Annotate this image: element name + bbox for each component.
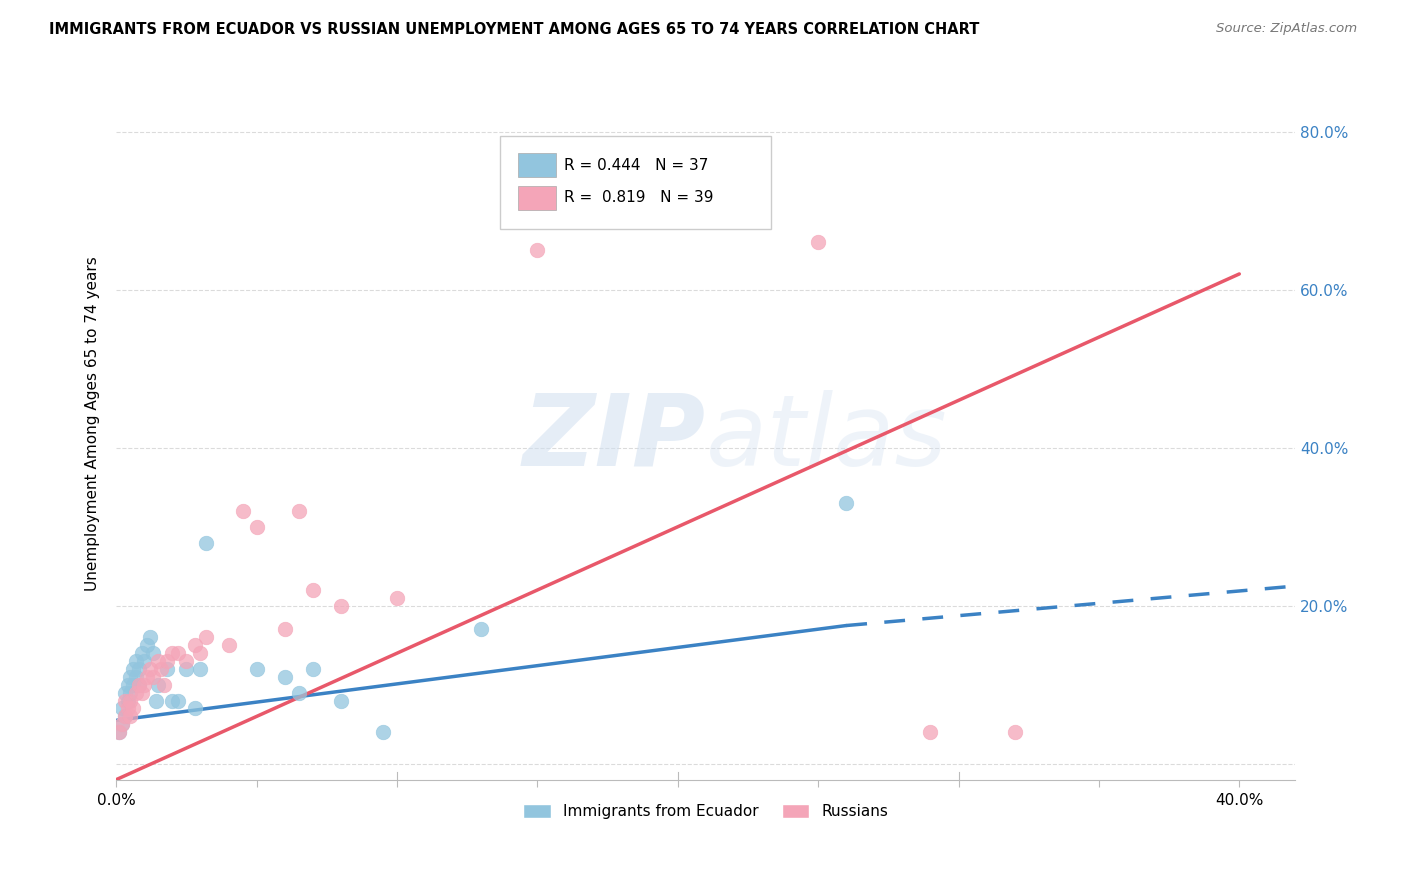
Text: Source: ZipAtlas.com: Source: ZipAtlas.com xyxy=(1216,22,1357,36)
FancyBboxPatch shape xyxy=(519,186,557,210)
Point xyxy=(120,693,142,707)
Point xyxy=(139,631,162,645)
Point xyxy=(122,701,145,715)
Point xyxy=(190,646,212,660)
Point xyxy=(117,701,139,715)
Point xyxy=(526,244,548,258)
Point xyxy=(246,662,269,676)
Point xyxy=(470,623,492,637)
Text: R =  0.819   N = 39: R = 0.819 N = 39 xyxy=(564,190,714,205)
Point xyxy=(128,678,150,692)
Point xyxy=(274,670,297,684)
Point xyxy=(120,670,142,684)
Point xyxy=(114,709,136,723)
Point xyxy=(666,203,689,218)
Point xyxy=(176,654,198,668)
Point xyxy=(190,662,212,676)
Point xyxy=(329,599,352,613)
Point xyxy=(329,693,352,707)
Text: IMMIGRANTS FROM ECUADOR VS RUSSIAN UNEMPLOYMENT AMONG AGES 65 TO 74 YEARS CORREL: IMMIGRANTS FROM ECUADOR VS RUSSIAN UNEMP… xyxy=(49,22,980,37)
Point xyxy=(385,591,408,605)
Point xyxy=(195,631,218,645)
Y-axis label: Unemployment Among Ages 65 to 74 years: Unemployment Among Ages 65 to 74 years xyxy=(86,257,100,591)
Point xyxy=(835,496,858,510)
Point xyxy=(108,725,131,739)
Point xyxy=(122,678,145,692)
Point xyxy=(134,654,156,668)
Point xyxy=(131,646,153,660)
Point xyxy=(148,678,170,692)
Point xyxy=(142,670,165,684)
Point xyxy=(131,686,153,700)
Point xyxy=(162,693,184,707)
Point xyxy=(142,646,165,660)
Point xyxy=(167,693,190,707)
Point xyxy=(117,693,139,707)
Point xyxy=(125,686,148,700)
Text: ZIP: ZIP xyxy=(523,390,706,487)
Point xyxy=(807,235,830,250)
Text: atlas: atlas xyxy=(706,390,948,487)
Point xyxy=(246,520,269,534)
Point xyxy=(125,654,148,668)
Point xyxy=(371,725,394,739)
Point xyxy=(218,638,240,652)
Point xyxy=(176,662,198,676)
Point xyxy=(920,725,942,739)
Point xyxy=(167,646,190,660)
Point xyxy=(153,678,176,692)
FancyBboxPatch shape xyxy=(499,136,770,228)
Point xyxy=(150,662,173,676)
Point xyxy=(287,686,309,700)
Point xyxy=(184,638,207,652)
Point xyxy=(1004,725,1026,739)
Point xyxy=(139,662,162,676)
Point xyxy=(125,670,148,684)
Point xyxy=(111,717,134,731)
Point xyxy=(120,709,142,723)
Point xyxy=(184,701,207,715)
Point xyxy=(301,582,323,597)
Point xyxy=(122,662,145,676)
Point xyxy=(120,686,142,700)
Point xyxy=(148,654,170,668)
Point xyxy=(301,662,323,676)
Point xyxy=(128,678,150,692)
Point xyxy=(114,709,136,723)
Legend: Immigrants from Ecuador, Russians: Immigrants from Ecuador, Russians xyxy=(517,797,894,825)
FancyBboxPatch shape xyxy=(519,153,557,178)
Point xyxy=(610,203,633,218)
Point xyxy=(111,717,134,731)
Point xyxy=(145,693,167,707)
Point xyxy=(114,693,136,707)
Point xyxy=(156,654,179,668)
Point xyxy=(108,725,131,739)
Point xyxy=(156,662,179,676)
Point xyxy=(274,623,297,637)
Point xyxy=(136,638,159,652)
Point xyxy=(232,504,254,518)
Point xyxy=(195,535,218,549)
Point xyxy=(162,646,184,660)
Point xyxy=(128,662,150,676)
Point xyxy=(287,504,309,518)
Point xyxy=(136,670,159,684)
Point xyxy=(111,701,134,715)
Point xyxy=(134,678,156,692)
Point xyxy=(117,678,139,692)
Text: R = 0.444   N = 37: R = 0.444 N = 37 xyxy=(564,158,709,173)
Point xyxy=(114,686,136,700)
